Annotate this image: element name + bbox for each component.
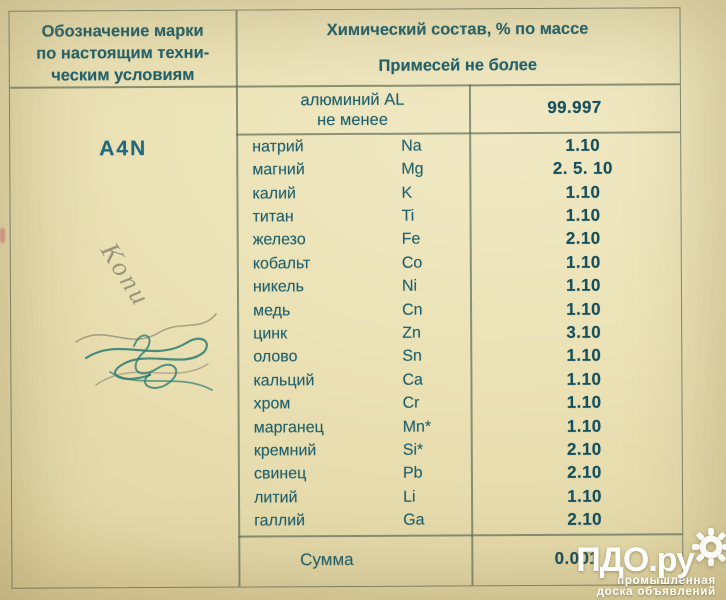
- element-symbol: Ti: [401, 207, 415, 225]
- element-name: натрий: [252, 137, 304, 156]
- element-symbol: Si*: [402, 441, 424, 459]
- handwritten-annotation: Копи: [75, 236, 217, 391]
- watermark-subtitle-line2: доска объявлений: [596, 586, 716, 598]
- watermark-subtitle-line1: промышленная: [617, 575, 716, 587]
- element-symbol: Na: [401, 137, 422, 155]
- element-row: никель Ni 1.10: [237, 274, 681, 298]
- impurities-header-subtitle: Примесей не более: [378, 55, 538, 75]
- element-value: 1.10: [565, 135, 601, 155]
- element-value: 3.10: [566, 322, 602, 342]
- element-name: никель: [252, 278, 304, 296]
- element-name: титан: [252, 208, 294, 226]
- element-symbol: Mn*: [402, 418, 432, 436]
- element-symbol: Li: [402, 488, 416, 506]
- element-value: 1.10: [567, 486, 602, 506]
- element-name: кремний: [253, 442, 317, 460]
- element-name: свинец: [253, 465, 307, 483]
- element-name: цинк: [253, 325, 288, 343]
- aluminium-cell: алюминий AL не менее: [236, 84, 469, 133]
- element-row: кальций Ca 1.10: [237, 368, 681, 392]
- element-symbol: K: [401, 184, 413, 202]
- element-value: 1.10: [565, 182, 601, 202]
- aluminium-value: 99.997: [547, 97, 602, 117]
- element-row: свинец Pb 2.10: [238, 462, 682, 486]
- composition-header-title: Химический состав, % по массе: [326, 19, 589, 40]
- element-row: натрий Na 1.10: [236, 134, 680, 158]
- element-value: 1.10: [565, 205, 601, 225]
- element-row: кобальт Co 1.10: [237, 251, 681, 275]
- element-value: 1.10: [566, 275, 601, 295]
- element-name: калий: [252, 184, 296, 203]
- element-value: 1.10: [566, 369, 602, 389]
- element-symbol: Co: [401, 254, 423, 272]
- element-value: 1.10: [566, 346, 602, 366]
- element-name: галлий: [254, 512, 306, 530]
- element-row: титан Ti 1.10: [237, 204, 681, 228]
- element-name: медь: [253, 301, 291, 320]
- handwritten-copy-note: Копи: [94, 236, 157, 312]
- element-symbol: Ga: [403, 511, 425, 529]
- site-watermark: ПДО.ру промышленная доска объявлений: [576, 528, 726, 600]
- element-value: 1.10: [566, 416, 602, 436]
- element-symbol: Fe: [401, 230, 421, 249]
- element-symbol: Cn: [402, 301, 423, 319]
- element-symbol: Mg: [401, 160, 424, 178]
- element-value: 2.10: [566, 439, 602, 459]
- sum-label: Сумма: [300, 549, 354, 570]
- element-row: литий Li 1.10: [238, 485, 682, 509]
- element-name: олово: [253, 348, 298, 366]
- element-value: 2.10: [567, 463, 602, 483]
- element-row: кремний Si* 2.10: [238, 438, 682, 462]
- aluminium-condition: не менее: [317, 110, 389, 130]
- element-symbol: Sn: [402, 347, 422, 366]
- element-value: 2.10: [565, 228, 601, 249]
- element-name: литий: [254, 489, 298, 507]
- paper-edge-mark: [0, 228, 5, 243]
- element-symbol: Cr: [402, 394, 420, 412]
- element-row: цинк Zn 3.10: [237, 321, 681, 345]
- element-name: железо: [252, 231, 306, 249]
- element-symbol: Ni: [401, 277, 418, 295]
- element-value: 2. 5. 10: [552, 158, 613, 179]
- grade-header-line: ческим условиям: [51, 65, 195, 85]
- element-symbol: Ca: [402, 371, 423, 389]
- element-row: магний Mg 2. 5. 10: [236, 157, 680, 181]
- element-symbol: Pb: [402, 464, 423, 483]
- element-row: калий K 1.10: [236, 181, 680, 205]
- grade-column-header: Обозначение марки по настоящим техни- че…: [9, 11, 235, 87]
- element-name: кобальт: [252, 254, 311, 273]
- composition-column-header: Химический состав, % по массе Примесей н…: [235, 8, 679, 85]
- element-row: хром Cr 1.10: [237, 391, 681, 415]
- element-value: 1.10: [565, 252, 601, 272]
- element-row: марганец Mn* 1.10: [238, 415, 682, 439]
- element-value: 1.10: [566, 392, 602, 413]
- element-row: железо Fe 2.10: [237, 228, 681, 252]
- aluminium-label: алюминий AL: [300, 90, 405, 110]
- element-value: 1.10: [566, 299, 601, 319]
- element-name: кальций: [253, 371, 315, 390]
- gear-icon: [692, 528, 726, 566]
- element-row: медь Cn 1.10: [237, 298, 681, 322]
- element-name: магний: [252, 161, 305, 179]
- element-row: олово Sn 1.10: [237, 345, 681, 369]
- grade-header-line: Обозначение марки: [41, 21, 204, 41]
- element-name: марганец: [253, 418, 324, 437]
- elements-rows: натрий Na 1.10 магний Mg 2. 5. 10 калий …: [236, 131, 682, 535]
- element-name: хром: [253, 395, 291, 413]
- watermark-title: ПДО.ру: [576, 540, 695, 579]
- grade-header-line: по настоящим техни-: [36, 43, 210, 63]
- signature-scribble: [75, 313, 217, 391]
- grade-value: A4N: [99, 137, 148, 161]
- element-symbol: Zn: [402, 324, 421, 342]
